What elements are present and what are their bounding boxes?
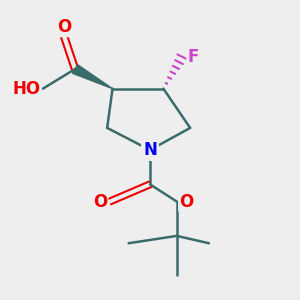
Text: O: O — [93, 193, 107, 211]
Text: O: O — [179, 193, 194, 211]
Text: O: O — [57, 18, 71, 36]
Text: HO: HO — [12, 80, 40, 98]
Polygon shape — [72, 65, 112, 89]
Text: F: F — [188, 48, 199, 66]
Text: N: N — [143, 141, 157, 159]
